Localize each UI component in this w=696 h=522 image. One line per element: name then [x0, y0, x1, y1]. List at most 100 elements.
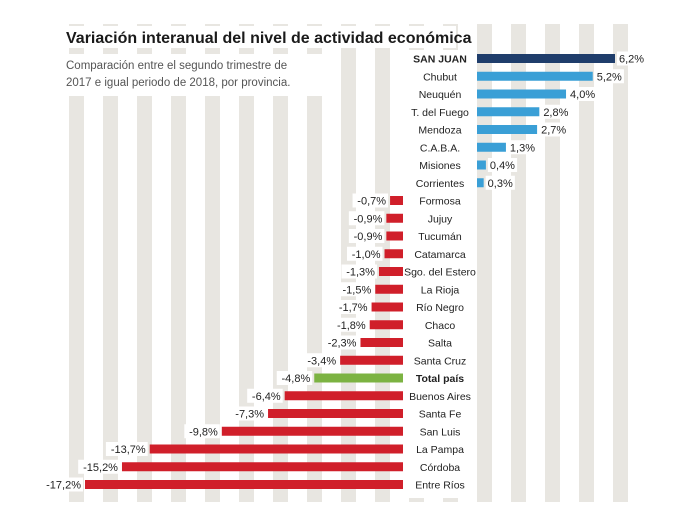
value-label: -4,8%	[282, 373, 311, 385]
category-label: Formosa	[419, 196, 461, 208]
value-label-bg	[276, 371, 313, 385]
bar-negative	[221, 426, 403, 436]
grid-stripe	[545, 24, 560, 502]
category-label: Chaco	[425, 320, 456, 332]
value-label-bg	[105, 442, 148, 456]
value-label-bg	[539, 122, 569, 137]
chart-subtitle-line-2: 2017 e igual periodo de 2018, por provin…	[66, 77, 290, 89]
value-label: -0,9%	[354, 213, 383, 225]
bar-negative	[375, 284, 403, 294]
subtitle-backdrop	[60, 54, 336, 96]
value-label: 6,2%	[619, 54, 644, 66]
value-label-bg	[485, 175, 515, 190]
grid-stripe	[613, 24, 628, 502]
chart-title: Variación interanual del nivel de activi…	[66, 30, 472, 47]
bar-negative	[340, 355, 403, 365]
value-label: -1,5%	[343, 284, 372, 296]
grid-stripe	[579, 24, 594, 502]
category-label: Buenos Aires	[409, 391, 471, 403]
category-label: Sgo. del Estero	[404, 267, 476, 279]
category-label: Córdoba	[420, 462, 460, 474]
category-label: Chubut	[423, 71, 457, 83]
bar-positive	[477, 142, 506, 152]
value-label: -1,0%	[352, 249, 381, 261]
category-label: Santa Cruz	[414, 355, 467, 367]
value-label: -2,3%	[328, 338, 357, 350]
bar-positive	[477, 178, 484, 188]
value-label: 1,3%	[510, 142, 535, 154]
category-label: Mendoza	[418, 125, 461, 137]
category-label: Jujuy	[428, 213, 453, 225]
category-label: Total país	[416, 373, 464, 385]
category-label: C.A.B.A.	[420, 142, 460, 154]
value-label: -0,7%	[357, 196, 386, 208]
value-label: -1,8%	[337, 320, 366, 332]
value-label: -1,3%	[346, 267, 375, 279]
value-label-bg	[322, 335, 359, 350]
grid-stripe	[171, 24, 186, 502]
value-label: 2,8%	[543, 107, 568, 119]
value-label: 0,3%	[488, 178, 513, 190]
value-label-bg	[247, 388, 283, 403]
value-label-bg	[334, 300, 370, 314]
bar-negative	[284, 391, 403, 401]
grid-stripe	[205, 24, 220, 502]
bar-negative	[369, 320, 403, 330]
value-label: -7,3%	[235, 409, 264, 421]
value-label-bg	[568, 87, 598, 101]
grid-stripe	[69, 24, 84, 502]
category-label-column	[408, 50, 474, 498]
category-label: Misiones	[419, 160, 460, 172]
grid-stripe	[239, 24, 254, 502]
grid-stripe	[103, 24, 118, 502]
title-backdrop	[60, 26, 456, 48]
bar-negative	[360, 338, 403, 347]
category-label: Entre Ríos	[415, 480, 465, 492]
bar-negative	[378, 267, 403, 276]
category-label: T. del Fuego	[411, 107, 469, 119]
value-label-bg	[348, 229, 385, 243]
bar-negative	[149, 444, 403, 454]
bar-negative	[371, 302, 403, 312]
bar-positive	[477, 71, 593, 81]
value-label: -17,2%	[46, 480, 81, 492]
value-label: -3,4%	[307, 355, 336, 367]
value-label-bg	[352, 193, 389, 208]
value-label-bg	[230, 406, 267, 421]
value-label-bg	[302, 353, 339, 368]
value-label: -1,7%	[339, 302, 368, 314]
bar-negative	[121, 462, 403, 472]
value-label-bg	[594, 69, 624, 84]
bar-negative	[268, 409, 403, 418]
bar-negative	[386, 231, 403, 241]
value-label: -6,4%	[252, 391, 281, 403]
value-label: -15,2%	[83, 462, 118, 474]
category-label: Neuquén	[419, 89, 462, 101]
category-label: SAN JUAN	[413, 54, 467, 66]
value-label-bg	[348, 211, 385, 226]
value-label-bg	[507, 140, 538, 155]
bar-negative	[384, 249, 403, 259]
bar-positive	[477, 54, 615, 63]
bar-positive	[477, 125, 538, 134]
category-label: Corrientes	[416, 178, 464, 190]
bars: SAN JUAN 6,2% Chubut 5,2% Neuquén 4,0% T. del …	[41, 50, 647, 498]
value-label: 0,4%	[490, 160, 515, 172]
value-label-bg	[487, 158, 518, 172]
value-label: 5,2%	[597, 71, 622, 83]
value-label-bg	[332, 317, 368, 332]
category-label: Catamarca	[414, 249, 466, 261]
category-label: Tucumán	[418, 231, 462, 243]
bar-negative	[85, 480, 403, 489]
category-label: La Pampa	[416, 444, 464, 456]
category-label: Santa Fe	[419, 409, 462, 421]
value-label-bg	[341, 264, 377, 279]
category-label: La Rioja	[421, 284, 460, 296]
grid-stripe	[137, 24, 152, 502]
value-label: 2,7%	[541, 125, 566, 137]
chart-subtitle-line-1: Comparación entre el segundo trimestre d…	[66, 60, 287, 72]
value-label-bg	[617, 51, 647, 66]
value-label: -13,7%	[111, 444, 146, 456]
value-label-bg	[41, 477, 83, 492]
